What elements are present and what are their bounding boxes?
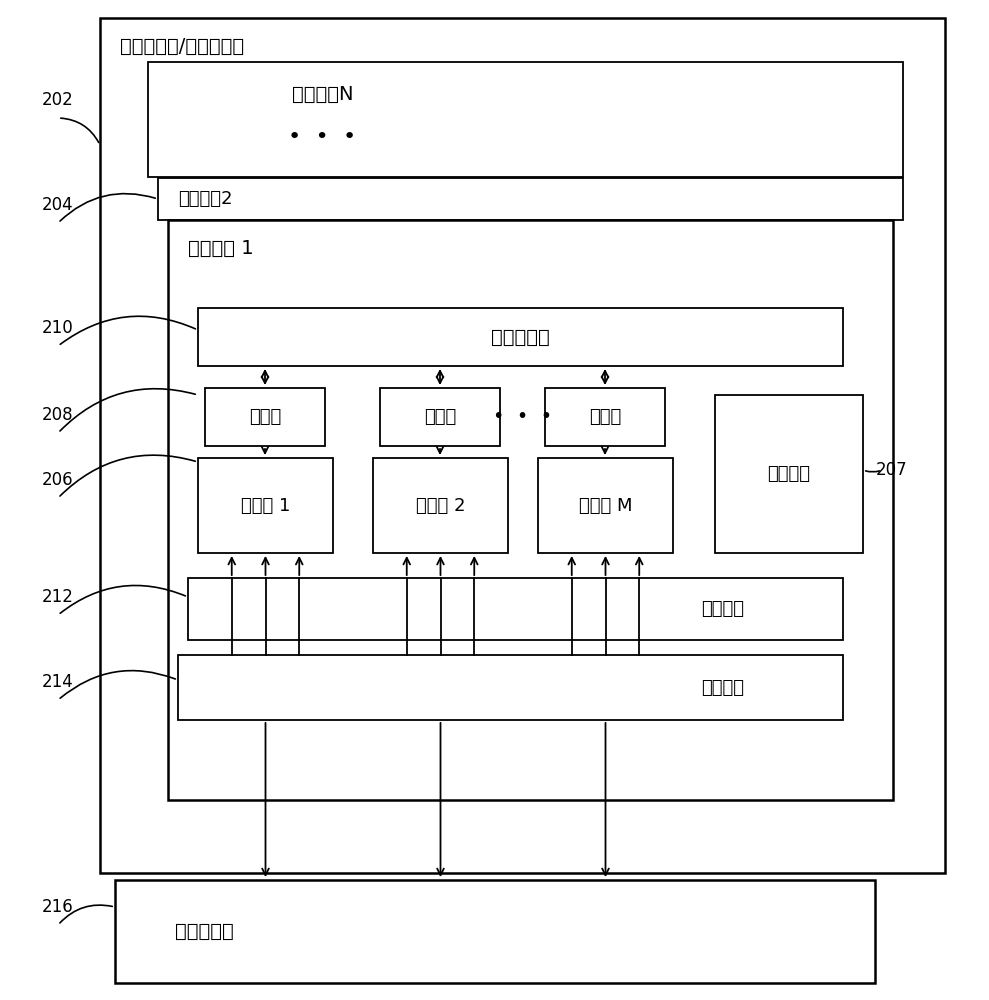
- Text: 212: 212: [43, 588, 74, 606]
- Text: 多处理器2: 多处理器2: [178, 190, 232, 208]
- Text: 寄存器: 寄存器: [249, 408, 281, 426]
- Text: 处理器 M: 处理器 M: [579, 496, 632, 514]
- Text: 208: 208: [43, 406, 74, 424]
- Text: 指令单元: 指令单元: [767, 465, 811, 483]
- Text: 处理器 2: 处理器 2: [415, 496, 465, 514]
- Bar: [178, 655, 843, 720]
- Text: 207: 207: [876, 461, 908, 479]
- Bar: [188, 578, 843, 640]
- Text: 图形处理器/多核处理器: 图形处理器/多核处理器: [120, 36, 244, 55]
- Text: 常量缓存: 常量缓存: [701, 600, 745, 618]
- Bar: [198, 458, 333, 553]
- Bar: [158, 178, 903, 220]
- Text: 纹理缓存: 纹理缓存: [701, 678, 745, 696]
- Text: 202: 202: [43, 91, 74, 109]
- Bar: [205, 388, 325, 446]
- Text: 210: 210: [43, 319, 74, 337]
- Text: 处理器 1: 处理器 1: [240, 496, 290, 514]
- Bar: [198, 308, 843, 366]
- Text: 214: 214: [43, 673, 74, 691]
- Bar: [715, 395, 863, 553]
- Bar: [538, 458, 673, 553]
- Text: 216: 216: [43, 898, 74, 916]
- Bar: [100, 18, 945, 873]
- Bar: [168, 220, 893, 800]
- Text: 多处理器N: 多处理器N: [293, 85, 354, 104]
- Text: 共享存储器: 共享存储器: [492, 328, 550, 347]
- Text: 206: 206: [43, 471, 74, 489]
- Bar: [380, 388, 500, 446]
- Bar: [148, 62, 903, 177]
- Bar: [545, 388, 665, 446]
- Text: •  •  •: • • •: [493, 408, 552, 426]
- Text: 寄存器: 寄存器: [588, 408, 621, 426]
- Bar: [373, 458, 508, 553]
- Text: •  •  •: • • •: [288, 127, 356, 147]
- Text: 寄存器: 寄存器: [424, 408, 456, 426]
- Text: 204: 204: [43, 196, 74, 214]
- Text: 多处理器 1: 多处理器 1: [188, 238, 253, 257]
- Text: 全局存储器: 全局存储器: [175, 922, 233, 941]
- Bar: [115, 880, 875, 983]
